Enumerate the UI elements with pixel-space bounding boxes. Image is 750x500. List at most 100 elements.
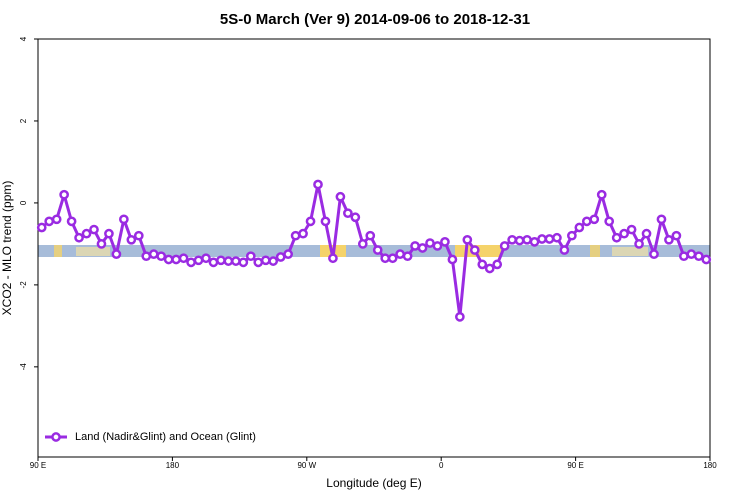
y-axis-label: XCO2 - MLO trend (ppm) <box>0 181 14 316</box>
y-tick-label: -4 <box>19 363 28 371</box>
data-point <box>664 234 674 245</box>
data-point <box>96 239 107 249</box>
y-tick-label: 2 <box>19 118 28 123</box>
land-patch <box>76 247 110 256</box>
data-point <box>283 249 293 259</box>
data-point <box>701 254 712 265</box>
chart-title: 5S-0 March (Ver 9) 2014-09-06 to 2018-12… <box>220 11 530 28</box>
data-point <box>275 252 286 262</box>
data-point <box>619 228 629 239</box>
data-point <box>432 241 443 251</box>
data-point <box>44 216 55 227</box>
data-point <box>59 189 69 200</box>
data-point <box>417 243 428 253</box>
data-point <box>126 234 137 245</box>
data-point <box>402 251 413 262</box>
data-point <box>671 230 682 241</box>
data-point <box>455 311 465 322</box>
data-point <box>350 212 361 223</box>
land-patch <box>590 245 600 257</box>
data-point <box>223 256 234 266</box>
data-point <box>387 253 398 264</box>
data-point <box>499 241 510 251</box>
data-point <box>693 251 704 262</box>
data-point <box>335 191 346 202</box>
data-point <box>447 254 458 265</box>
data-point <box>163 254 174 265</box>
data-point <box>357 239 368 249</box>
data-point <box>320 216 331 227</box>
data-point <box>507 234 517 245</box>
data-point <box>462 234 473 245</box>
x-tick-label: 90 W <box>297 461 316 470</box>
data-point <box>186 257 196 268</box>
data-point <box>484 263 495 274</box>
data-point <box>171 254 181 265</box>
data-point <box>641 228 652 239</box>
data-point <box>477 259 488 270</box>
data-point <box>104 228 114 239</box>
data-point <box>74 232 84 243</box>
data-point <box>574 222 585 233</box>
data-point <box>529 237 540 247</box>
data-point <box>156 251 167 262</box>
data-point <box>51 214 62 225</box>
plot-frame <box>37 38 711 458</box>
data-point <box>686 249 697 259</box>
data-point <box>395 249 405 259</box>
x-tick-label: 0 <box>439 461 444 470</box>
data-point <box>552 232 562 243</box>
data-point <box>567 230 577 241</box>
data-point <box>343 208 353 219</box>
data-point <box>238 257 249 268</box>
data-point <box>148 249 159 259</box>
x-tick-label: 180 <box>166 461 180 470</box>
data-point <box>372 245 383 255</box>
data-point <box>253 257 264 268</box>
data-point <box>231 256 241 266</box>
data-point <box>193 255 204 266</box>
legend-marker <box>51 432 61 442</box>
data-point <box>298 228 308 239</box>
data-point <box>328 253 338 264</box>
data-point <box>313 179 323 190</box>
data-point <box>410 241 420 251</box>
data-point <box>649 249 659 259</box>
data-point <box>559 245 570 255</box>
x-tick-label: 180 <box>703 461 717 470</box>
data-point <box>581 216 592 227</box>
data-point <box>178 253 189 264</box>
x-tick-label: 90 E <box>30 461 46 470</box>
data-point <box>119 214 129 225</box>
data-point <box>679 251 689 262</box>
x-tick-label: 90 E <box>567 461 583 470</box>
data-point <box>626 224 637 235</box>
data-point <box>522 234 532 245</box>
data-point <box>290 230 301 241</box>
data-point <box>604 216 615 227</box>
data-point <box>208 257 219 268</box>
data-point <box>66 216 77 227</box>
legend-label: Land (Nadir&Glint) and Ocean (Glint) <box>75 431 256 443</box>
data-point <box>260 255 271 266</box>
data-point <box>36 222 47 233</box>
data-point <box>81 228 92 239</box>
y-tick-label: 4 <box>19 36 28 41</box>
data-point <box>216 255 226 266</box>
land-patch <box>612 247 648 256</box>
data-point <box>596 189 607 200</box>
data-point <box>133 230 144 241</box>
data-point <box>544 234 555 244</box>
data-point <box>425 238 435 248</box>
data-point <box>111 249 122 259</box>
data-point <box>537 234 547 244</box>
data-point <box>201 253 211 264</box>
data-point <box>634 239 644 249</box>
data-point <box>268 256 279 266</box>
data-point <box>492 259 503 270</box>
data-point <box>656 214 667 225</box>
data-point <box>611 232 622 243</box>
data-point <box>589 214 600 225</box>
data-point <box>89 224 99 235</box>
data-point <box>141 251 152 262</box>
